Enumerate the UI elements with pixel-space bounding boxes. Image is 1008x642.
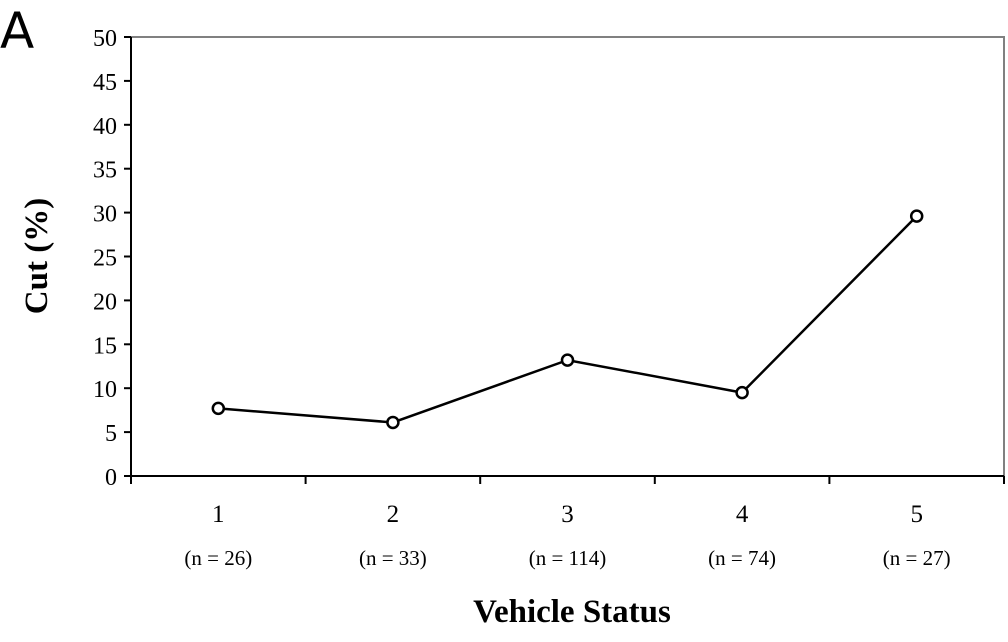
series-line <box>218 215 918 424</box>
data-point <box>560 353 575 367</box>
data-point <box>386 415 400 430</box>
x-tick-label: 2 <box>387 501 400 528</box>
sample-size-label: (n = 114) <box>529 546 607 570</box>
sample-size-label: (n = 74) <box>708 546 776 570</box>
x-tick-label: 3 <box>561 501 574 528</box>
data-point <box>211 401 226 416</box>
y-tick-label: 30 <box>93 202 117 228</box>
y-axis-title: Cut (%) <box>19 198 55 314</box>
sample-size-label: (n = 26) <box>184 546 252 570</box>
y-tick-label: 40 <box>93 114 117 140</box>
y-tick-label: 35 <box>93 158 117 184</box>
y-tick-label: 45 <box>93 70 117 96</box>
x-tick-label: 5 <box>910 501 923 528</box>
data-point <box>735 385 749 400</box>
sample-size-label: (n = 33) <box>359 546 427 570</box>
x-axis-title: Vehicle Status <box>473 594 671 630</box>
plot-frame <box>131 36 1005 476</box>
x-tick-label: 1 <box>212 501 225 528</box>
y-tick-label: 20 <box>93 289 117 315</box>
panel-label: A <box>0 2 34 60</box>
x-tick-label: 4 <box>736 501 749 528</box>
y-tick-label: 15 <box>93 333 117 359</box>
data-point <box>909 209 924 223</box>
y-tick-label: 25 <box>93 246 117 272</box>
y-tick-label: 0 <box>105 465 117 491</box>
y-tick-label: 10 <box>93 377 117 403</box>
y-tick-label: 50 <box>93 26 117 52</box>
sample-size-label: (n = 27) <box>883 546 951 570</box>
y-tick-label: 5 <box>105 421 117 447</box>
